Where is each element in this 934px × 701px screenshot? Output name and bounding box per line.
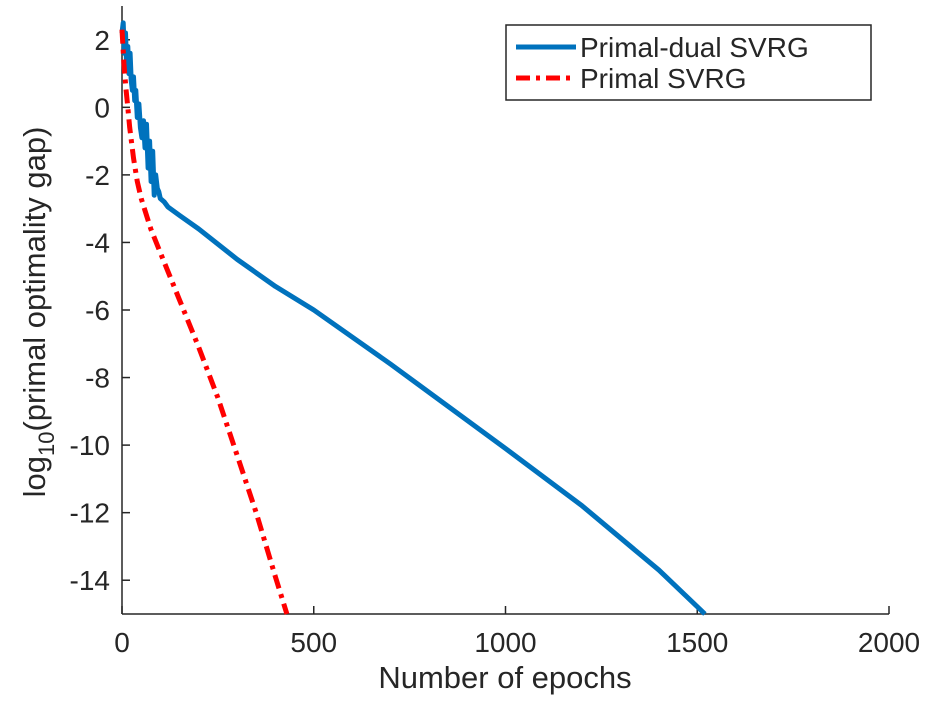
y-tick-label: -4 bbox=[85, 227, 110, 258]
y-axis-label-sub: 10 bbox=[34, 432, 59, 456]
legend-label-primal-dual: Primal-dual SVRG bbox=[580, 32, 809, 63]
y-axis-label-rest: (primal optimality gap) bbox=[17, 127, 52, 432]
y-tick-label: -12 bbox=[70, 498, 110, 529]
x-ticks: 0 500 1000 1500 2000 bbox=[114, 606, 920, 658]
y-tick-label: -10 bbox=[70, 430, 110, 461]
y-tick-label: -2 bbox=[85, 160, 110, 191]
y-axis-label-main: log bbox=[17, 456, 52, 497]
x-axis-label: Number of epochs bbox=[378, 660, 631, 695]
x-tick-label: 1500 bbox=[666, 627, 728, 658]
legend-box bbox=[505, 24, 872, 101]
x-tick-label: 1000 bbox=[474, 627, 536, 658]
y-tick-label: 2 bbox=[94, 25, 110, 56]
x-tick-label: 0 bbox=[114, 627, 130, 658]
y-tick-label: 0 bbox=[94, 92, 110, 123]
legend-label-primal: Primal SVRG bbox=[580, 63, 746, 94]
series-line-primal-dual-svrg bbox=[119, 20, 707, 616]
legend: Primal-dual SVRG Primal SVRG bbox=[505, 24, 872, 101]
x-tick-label: 500 bbox=[290, 627, 337, 658]
y-tick-label: -6 bbox=[85, 295, 110, 326]
series-layer bbox=[119, 20, 707, 616]
x-tick-label: 2000 bbox=[858, 627, 920, 658]
y-tick-label: -14 bbox=[70, 565, 110, 596]
series-line-primal-svrg bbox=[119, 29, 290, 615]
y-ticks: 2 0 -2 -4 -6 -8 -10 -12 -14 bbox=[70, 25, 130, 596]
y-tick-label: -8 bbox=[85, 363, 110, 394]
y-axis-label: log10(primal optimality gap) bbox=[17, 127, 59, 498]
